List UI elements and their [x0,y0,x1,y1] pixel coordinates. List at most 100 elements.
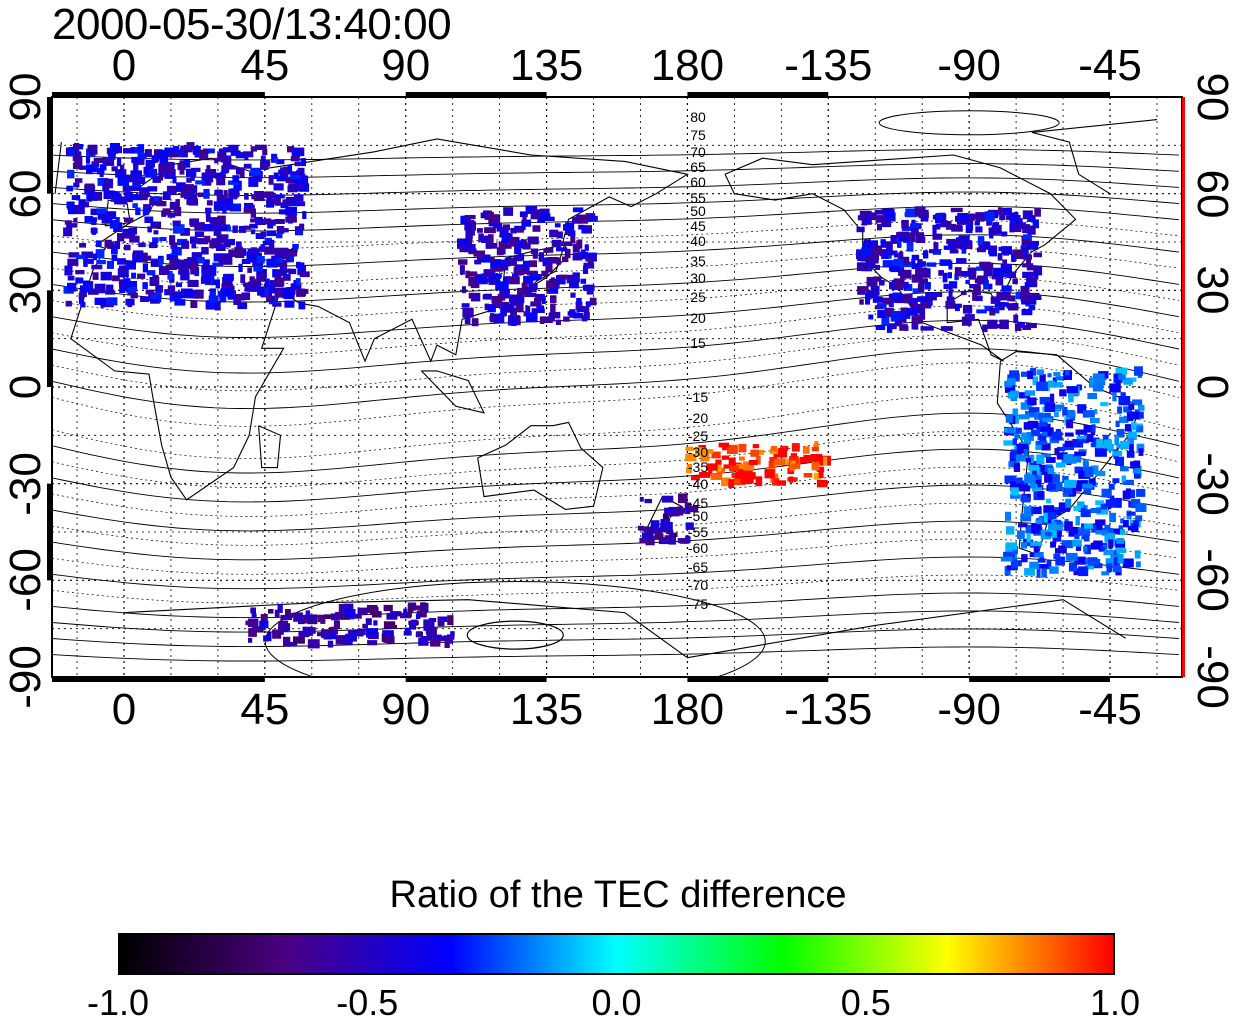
data-cell-antarctica-rim [317,632,329,637]
data-cell-europe [240,274,246,284]
data-cell-europe [127,286,137,293]
data-cell-north-america [964,240,973,249]
data-cell-new-zealand [642,526,652,532]
data-cell-south-america [1123,406,1132,413]
data-cell-east-asia [487,304,496,313]
data-cell-antarctica-rim [317,614,326,623]
data-cell-north-america [1006,303,1016,309]
data-cell-south-america [1041,568,1047,578]
data-cell-north-america [886,323,893,333]
data-cell-europe [243,163,252,169]
data-cell-antarctica-rim [407,603,414,613]
data-cell-europe [123,278,131,288]
data-cell-antarctica-rim [430,639,441,647]
data-cell-south-america [1068,562,1078,572]
contour-line [52,628,1179,648]
data-cell-europe [75,254,86,260]
data-cell-south-america [1051,530,1057,538]
data-cell-north-america [984,211,995,221]
data-cell-antarctica-rim [245,620,254,626]
data-cell-south-america [1020,432,1033,440]
data-cell-south-america [1006,526,1015,535]
data-cell-europe [106,260,114,269]
data-cell-europe [137,144,145,153]
data-cell-north-america [977,236,985,246]
data-cell-europe [140,296,149,302]
data-cell-antarctica-rim [422,602,429,613]
data-cell-antarctica-rim [437,616,444,627]
data-cell-north-america [911,254,920,261]
data-cell-europe [172,176,177,184]
data-cell-north-america [986,221,991,226]
data-cell-antarctica-rim [414,605,421,610]
data-cell-south-america [1126,511,1136,516]
data-cell-east-asia [470,292,481,302]
data-cell-south-america [1040,469,1049,475]
data-cell-europe [209,303,216,309]
data-cell-north-america [975,226,983,233]
data-cell-europe [262,148,268,156]
data-cell-europe [186,195,198,205]
data-cell-new-zealand [667,510,673,517]
data-cell-europe [194,290,204,299]
data-cell-south-america [1029,552,1035,558]
data-cell-north-america [899,324,908,331]
contour-label: -60 [688,540,708,556]
data-cell-north-america [991,275,998,280]
data-cell-europe [238,263,243,272]
contour-label: 65 [690,159,706,175]
data-cell-south-america [1024,390,1036,396]
data-cell-europe [142,206,149,216]
data-cell-north-america [927,299,933,306]
data-cell-europe [78,292,84,299]
data-cell-europe [210,266,217,276]
data-cell-europe [184,258,193,269]
data-cell-europe [73,182,80,188]
contour-line [52,163,1179,179]
data-cell-europe [74,204,85,215]
data-cell-europe [157,149,169,160]
data-cell-pacific-south [810,454,823,462]
data-cell-south-america [1075,516,1080,526]
data-cell-europe [111,246,118,255]
data-cell-europe [295,229,303,235]
data-cell-north-america [924,282,931,290]
data-cell-antarctica-rim [343,603,354,611]
data-cell-east-asia [581,315,588,322]
data-cell-north-america [885,241,893,252]
data-cell-europe [241,292,251,300]
data-cell-pacific-south [750,449,759,457]
data-cell-east-asia [474,274,484,283]
data-cell-north-america [975,295,983,302]
data-cell-east-asia [578,224,585,230]
data-cell-europe [260,162,269,170]
data-cell-antarctica-rim [307,615,316,621]
data-cell-europe [167,270,173,280]
data-cell-east-asia [514,225,526,231]
data-cell-europe [248,178,259,187]
data-cell-south-america [1051,524,1064,531]
data-cell-europe [278,209,287,215]
data-cell-north-america [871,240,878,246]
data-cell-europe [230,188,238,196]
data-cell-east-asia [528,284,538,290]
data-cell-south-america [1023,506,1034,517]
data-cell-europe [244,284,254,292]
data-cell-europe [273,194,285,199]
data-cell-europe [273,183,284,191]
data-cell-pacific-south [803,473,813,478]
data-cell-south-america [1132,465,1142,474]
data-cell-south-america [1035,441,1042,450]
data-cell-south-america [1012,408,1019,417]
data-cell-south-america [1035,519,1043,524]
data-cell-east-asia [561,241,573,247]
data-cell-south-america [1073,505,1081,511]
data-cell-europe [272,302,282,307]
data-cell-east-asia [562,256,569,263]
data-cell-europe [277,228,289,233]
data-cell-europe [143,166,149,175]
data-cell-east-asia [546,280,557,289]
data-cell-south-america [1027,397,1037,406]
contour-line [52,646,1179,662]
